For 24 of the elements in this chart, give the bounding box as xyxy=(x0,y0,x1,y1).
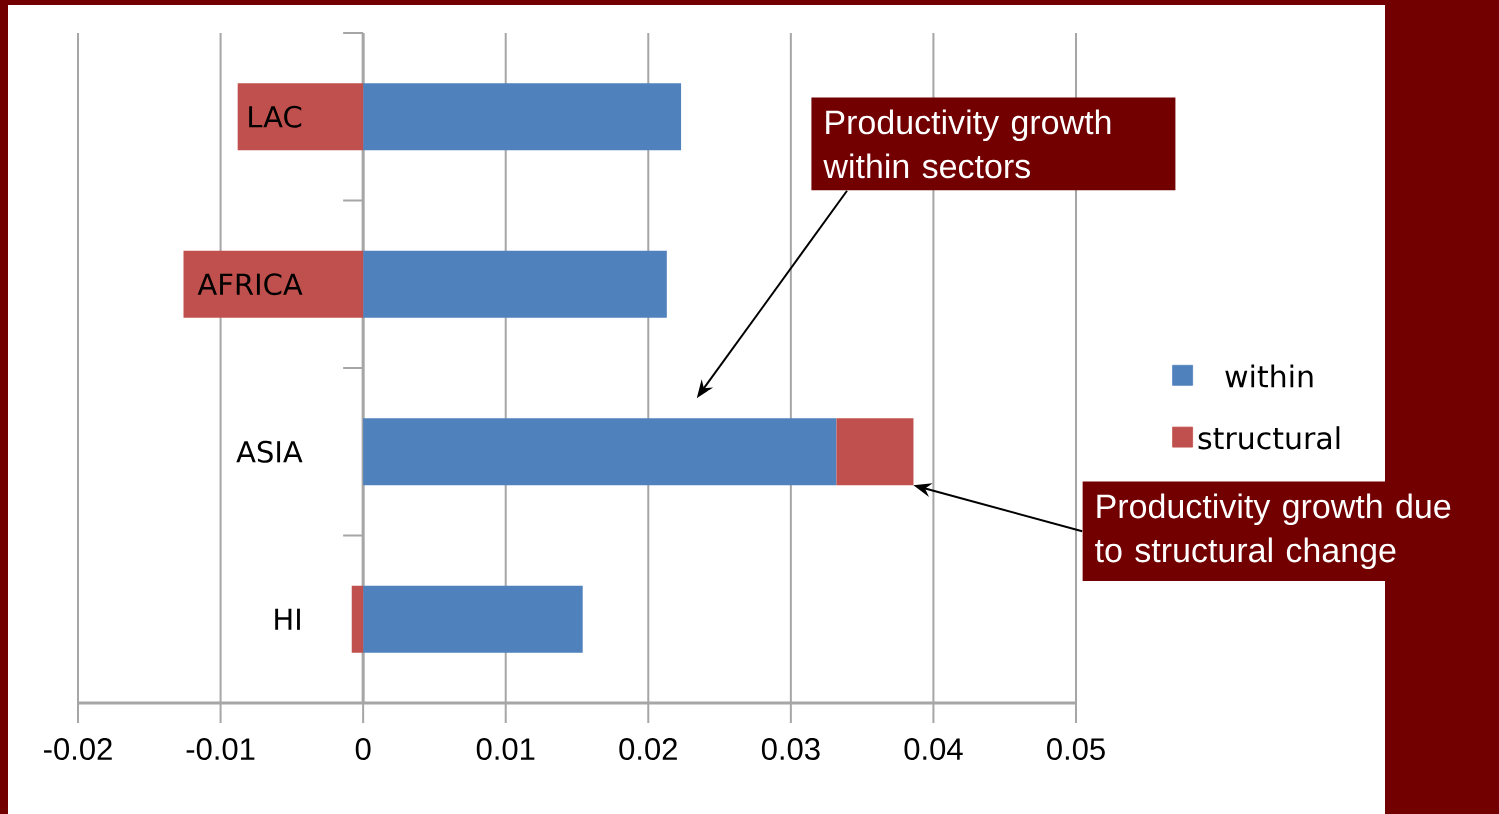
x-tick-label: 0.02 xyxy=(619,738,677,761)
bar xyxy=(363,418,837,486)
x-tick-label: -0.01 xyxy=(186,738,255,761)
bar xyxy=(237,83,364,151)
y-tick-label: LAC xyxy=(249,105,302,128)
text: Productivity growth due to structural change xyxy=(1095,493,1451,570)
bar xyxy=(363,83,682,151)
x-tick-label: 0.04 xyxy=(904,738,963,761)
bar xyxy=(836,418,914,486)
legend-label: structural xyxy=(1198,426,1340,450)
x-tick-label: 0.03 xyxy=(761,738,820,761)
bar xyxy=(363,250,667,318)
x-tick-label: 0 xyxy=(355,738,371,761)
y-tick-label: ASIA xyxy=(236,440,303,463)
x-tick-label: -0.02 xyxy=(44,738,112,761)
annotation: Productivity growth within sectors xyxy=(823,109,1111,179)
x-tick-label: 0.05 xyxy=(1047,738,1105,761)
y-tick-label: AFRICA xyxy=(197,273,303,296)
y-tick-label: HI xyxy=(275,608,300,630)
legend-label: within xyxy=(1225,364,1313,388)
bar xyxy=(183,250,364,318)
bar xyxy=(351,585,364,653)
bar xyxy=(363,585,583,653)
x-tick-label: 0.01 xyxy=(476,738,535,761)
